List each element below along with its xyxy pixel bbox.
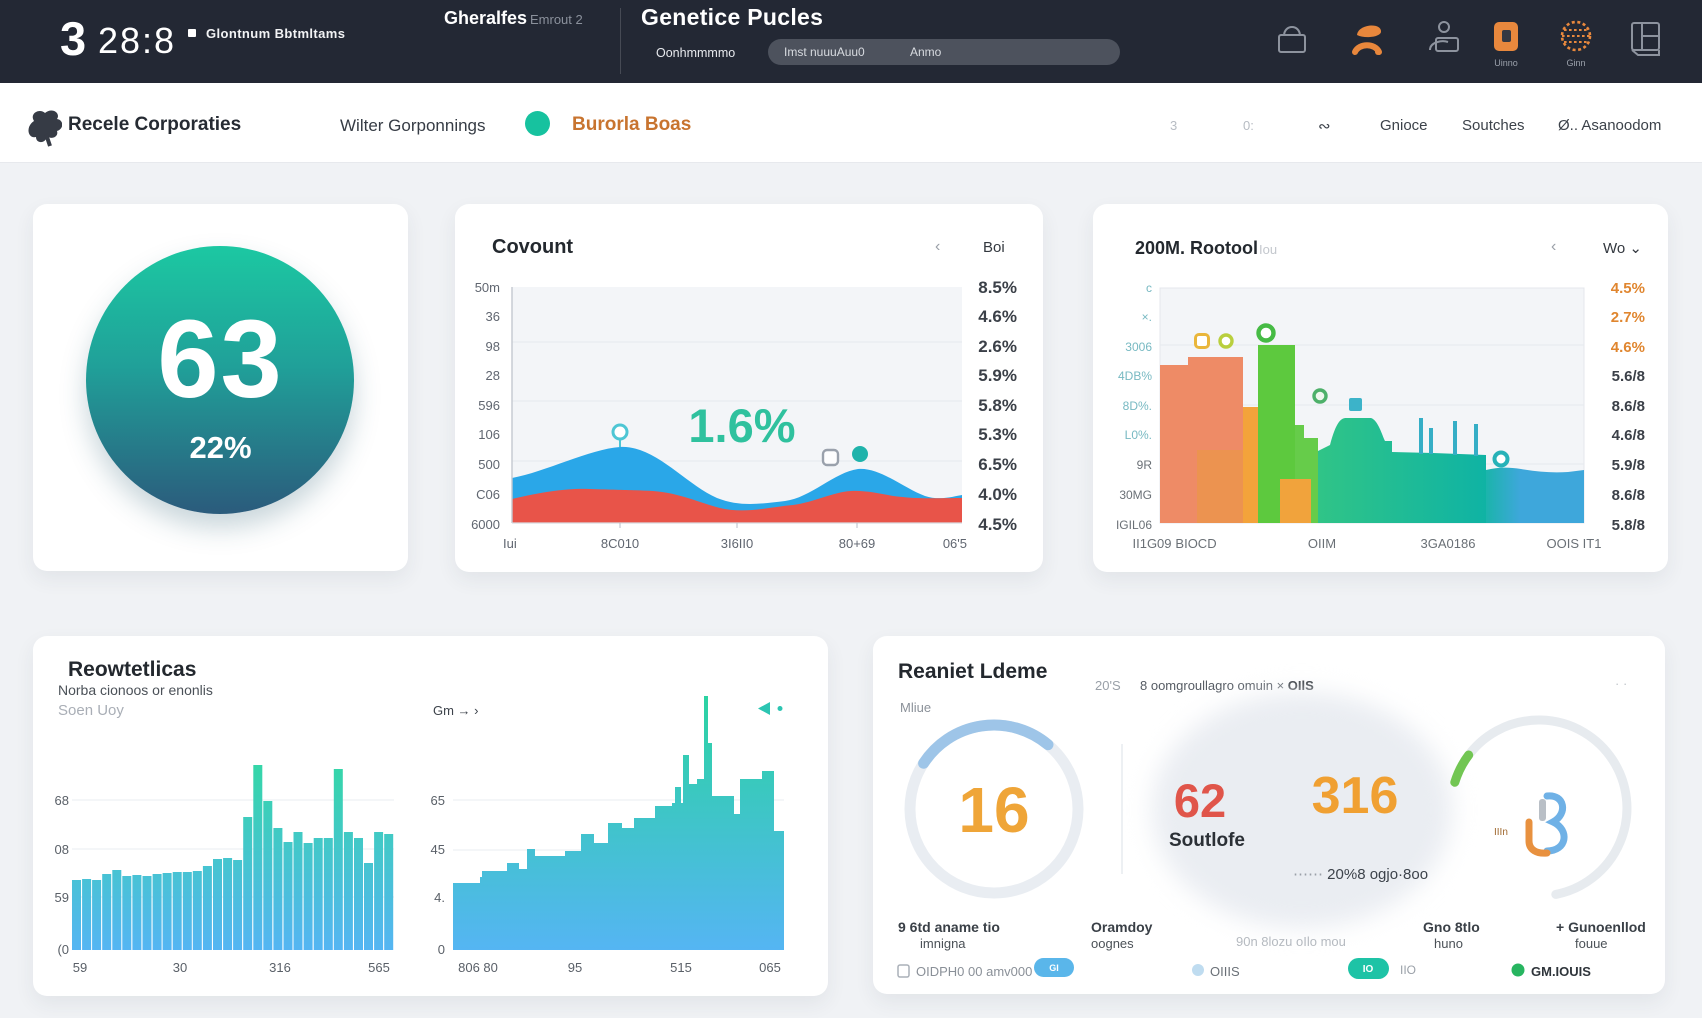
- svg-text:30: 30: [173, 960, 187, 975]
- svg-text:45: 45: [431, 842, 445, 857]
- svg-text:×.: ×.: [1142, 310, 1152, 324]
- svg-text:Soutlofe: Soutlofe: [1169, 830, 1245, 851]
- svg-text:9 6td aname tio: 9 6td aname tio: [898, 919, 1000, 935]
- svg-text:59: 59: [55, 890, 69, 905]
- svg-text:4DB%: 4DB%: [1118, 369, 1152, 383]
- svg-text:565: 565: [368, 960, 390, 975]
- svg-text:OIDPH0 00 amv000: OIDPH0 00 amv000: [916, 964, 1032, 979]
- svg-text:IIO: IIO: [1400, 963, 1416, 977]
- svg-text:08: 08: [55, 842, 69, 857]
- svg-text:065: 065: [759, 960, 781, 975]
- svg-text:IGIL06: IGIL06: [1116, 518, 1152, 532]
- svg-text:c: c: [1146, 281, 1152, 295]
- svg-text:2.6%: 2.6%: [978, 337, 1017, 356]
- svg-text:Iui: Iui: [503, 536, 517, 551]
- svg-text:Gno 8tlo: Gno 8tlo: [1423, 919, 1480, 935]
- svg-text:4.6%: 4.6%: [1611, 339, 1645, 356]
- svg-text:5.6/8: 5.6/8: [1612, 368, 1645, 385]
- svg-text:4.6/8: 4.6/8: [1612, 427, 1645, 444]
- svg-text:62: 62: [1174, 774, 1226, 827]
- svg-text:fouue: fouue: [1575, 936, 1608, 951]
- svg-text:oognes: oognes: [1091, 936, 1134, 951]
- svg-text:Ginn: Ginn: [1566, 58, 1585, 68]
- svg-text:500: 500: [478, 457, 500, 472]
- svg-text:106: 106: [478, 427, 500, 442]
- svg-text:806 80: 806 80: [458, 960, 498, 975]
- svg-text:36: 36: [486, 309, 500, 324]
- svg-text:316: 316: [269, 960, 291, 975]
- svg-text:06'5: 06'5: [943, 536, 967, 551]
- svg-text:515: 515: [670, 960, 692, 975]
- svg-text:IIIn: IIIn: [1494, 827, 1508, 838]
- svg-text:4.6%: 4.6%: [978, 307, 1017, 326]
- svg-text:8.6/8: 8.6/8: [1612, 398, 1645, 415]
- svg-text:16: 16: [958, 774, 1029, 846]
- svg-text:5.9/8: 5.9/8: [1612, 457, 1645, 474]
- svg-text:4.0%: 4.0%: [978, 485, 1017, 504]
- svg-text:Oramdoy: Oramdoy: [1091, 919, 1153, 935]
- svg-text:30MG: 30MG: [1119, 488, 1152, 502]
- svg-text:50m: 50m: [475, 280, 500, 295]
- svg-text:⋯⋯ 20%8 ogjo·8oo: ⋯⋯ 20%8 ogjo·8oo: [1293, 866, 1428, 883]
- svg-text:596: 596: [478, 398, 500, 413]
- svg-text:95: 95: [568, 960, 582, 975]
- svg-text:GI: GI: [1049, 963, 1059, 973]
- svg-text:BIOCD: BIOCD: [1175, 536, 1216, 551]
- svg-text:OIIM: OIIM: [1308, 536, 1336, 551]
- svg-text:98: 98: [486, 339, 500, 354]
- svg-text:28: 28: [486, 368, 500, 383]
- svg-text:1.6%: 1.6%: [688, 399, 795, 452]
- svg-text:8.5%: 8.5%: [978, 278, 1017, 297]
- svg-text:(0: (0: [57, 942, 69, 957]
- svg-text:L0%.: L0%.: [1125, 428, 1152, 442]
- svg-text:5.8%: 5.8%: [978, 396, 1017, 415]
- svg-text:4.: 4.: [434, 890, 445, 905]
- svg-text:4.5%: 4.5%: [978, 515, 1017, 534]
- svg-text:0: 0: [438, 942, 445, 957]
- svg-text:imnigna: imnigna: [920, 936, 966, 951]
- svg-text:+ Gunoenllod: + Gunoenllod: [1556, 919, 1646, 935]
- svg-text:3006: 3006: [1125, 340, 1152, 354]
- svg-text:90n 8lozu oIlo mou: 90n 8lozu oIlo mou: [1236, 934, 1346, 949]
- svg-text:5.9%: 5.9%: [978, 366, 1017, 385]
- svg-text:IO: IO: [1363, 964, 1374, 975]
- svg-text:5.8/8: 5.8/8: [1612, 517, 1645, 534]
- svg-text:OOIS IT1: OOIS IT1: [1547, 536, 1602, 551]
- svg-text:C06: C06: [476, 487, 500, 502]
- svg-text:huno: huno: [1434, 936, 1463, 951]
- svg-text:Uinno: Uinno: [1494, 58, 1518, 68]
- svg-text:59: 59: [73, 960, 87, 975]
- svg-text:316: 316: [1312, 767, 1399, 825]
- svg-text:4.5%: 4.5%: [1611, 280, 1645, 297]
- svg-text:5.3%: 5.3%: [978, 425, 1017, 444]
- svg-text:3I6II0: 3I6II0: [721, 536, 754, 551]
- svg-text:3GA0186: 3GA0186: [1421, 536, 1476, 551]
- svg-text:6000: 6000: [471, 517, 500, 532]
- svg-text:65: 65: [431, 793, 445, 808]
- svg-text:8C010: 8C010: [601, 536, 639, 551]
- svg-text:9R: 9R: [1137, 458, 1153, 472]
- svg-text:OIIIS: OIIIS: [1210, 964, 1240, 979]
- svg-text:80+69: 80+69: [839, 536, 876, 551]
- svg-text:6.5%: 6.5%: [978, 455, 1017, 474]
- svg-text:2.7%: 2.7%: [1611, 309, 1645, 326]
- svg-text:8.6/8: 8.6/8: [1612, 487, 1645, 504]
- svg-text:II1G09: II1G09: [1132, 536, 1171, 551]
- svg-text:8D%.: 8D%.: [1123, 399, 1152, 413]
- svg-text:68: 68: [55, 793, 69, 808]
- svg-text:GM.IOUIS: GM.IOUIS: [1531, 964, 1591, 979]
